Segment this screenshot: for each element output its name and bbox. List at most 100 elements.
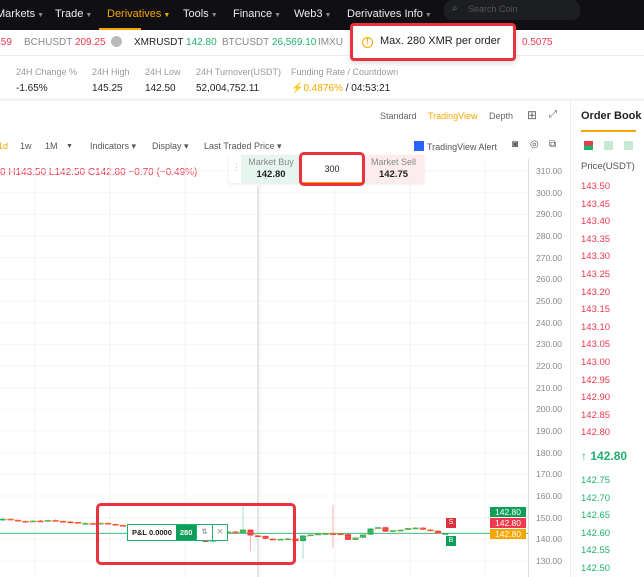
book-view-sell-icon[interactable] — [624, 141, 633, 150]
candle-body — [37, 520, 44, 523]
ticker-symbol: XMRUSDT — [134, 37, 184, 48]
top-nav: Markets ▼ Trade ▼ Derivatives ▼ Tools ▼ Fina… — [0, 0, 644, 30]
nav-derivatives-info[interactable]: Derivatives Info ▼ — [347, 8, 432, 20]
interval-1w[interactable]: 1w — [20, 141, 32, 151]
warning-icon: ! — [362, 37, 373, 48]
quantity-value: 300 — [324, 164, 340, 174]
market-stats: 24H Change % -1.65% 24H High 145.25 24H Lo… — [0, 60, 570, 98]
candle-body — [397, 529, 404, 532]
buy-price: 142.80 — [256, 169, 286, 180]
market-buy-button[interactable]: Market Buy 142.80 — [241, 155, 301, 183]
bid-row[interactable]: 142.55 — [581, 545, 611, 557]
ask-row[interactable]: 143.50 — [581, 181, 611, 192]
pnl-value: P&L 0.0000 — [132, 528, 172, 537]
bid-row[interactable]: 142.50 — [581, 563, 611, 574]
stat-funding-rate[interactable]: Funding Rate / Countdown ⚡0.4876% / 04:53… — [291, 67, 398, 94]
ask-row[interactable]: 143.10 — [581, 321, 611, 333]
ohlc-readout: 0 H143.50 L142.50 C142.80 −0.70 (−0.49%) — [0, 167, 198, 178]
fullscreen-icon[interactable]: ⧉ — [549, 139, 557, 150]
bid-row[interactable]: 142.60 — [581, 527, 611, 539]
stat-value: 145.25 — [92, 83, 123, 94]
interval-dropdown-icon[interactable]: ▼ — [66, 143, 73, 150]
position-line-label[interactable]: P&L 0.0000 280 ⇅ ✕ — [127, 524, 228, 541]
ask-row[interactable]: 143.45 — [581, 198, 611, 210]
sell-marker: S — [446, 518, 456, 528]
ticker-symbol[interactable]: IMXU — [318, 37, 343, 48]
expand-icon[interactable]: ⤢ — [549, 109, 557, 120]
caret-down-icon: ▼ — [37, 12, 45, 19]
active-underline — [581, 130, 636, 132]
settings-icon[interactable]: ◎ — [530, 139, 539, 150]
ask-row[interactable]: 142.85 — [581, 409, 611, 421]
price-axis[interactable]: 310.00 300.00 290.00 280.00 270.00 260.00 250.… — [528, 159, 568, 577]
book-view-buy-icon[interactable] — [604, 141, 613, 150]
ask-row[interactable]: 142.90 — [581, 392, 611, 404]
axis-label: 170.00 — [536, 469, 562, 480]
caret-down-icon: ▼ — [424, 12, 432, 19]
display-label: Display — [152, 141, 182, 151]
nav-label: Trade — [55, 8, 84, 20]
ask-row[interactable]: 143.05 — [581, 339, 611, 351]
candle-body — [90, 523, 96, 525]
buy-marker: B — [446, 536, 456, 546]
nav-web3[interactable]: Web3 ▼ — [294, 8, 331, 20]
buy-price-tag: 142.80 — [490, 507, 526, 517]
tab-standard[interactable]: Standard — [380, 111, 417, 121]
search-input[interactable]: ⌕ Search Coin — [444, 0, 580, 20]
interval-1d[interactable]: 1d — [0, 141, 9, 151]
last-price-tag: 142.80 — [490, 529, 526, 539]
stat-24h-turnover: 24H Turnover(USDT) 52,004,752.11 — [196, 67, 281, 94]
book-view-both-icon[interactable] — [584, 141, 593, 150]
buy-label: Market Buy — [248, 157, 294, 167]
bid-row[interactable]: 142.65 — [581, 510, 611, 522]
caret-down-icon: ▼ — [85, 12, 93, 19]
indicators-button[interactable]: Indicators ▾ — [90, 141, 137, 151]
nav-label: Markets — [0, 8, 36, 20]
market-sell-button[interactable]: Market Sell 142.75 — [363, 155, 424, 183]
ticker-price: 26,569.10 — [271, 37, 317, 48]
ask-row[interactable]: 143.20 — [581, 286, 611, 298]
tradingview-alert-button[interactable]: TradingView Alert — [414, 141, 497, 152]
close-position-icon[interactable]: ✕ — [211, 525, 227, 540]
tab-tradingview[interactable]: TradingView — [428, 111, 478, 121]
ask-row[interactable]: 142.80 — [581, 427, 611, 439]
price-type-dropdown[interactable]: Last Traded Price ▾ — [204, 141, 282, 151]
ticker-price[interactable]: .59 — [0, 37, 12, 48]
candle-body — [337, 533, 344, 536]
ticker-bchusdt[interactable]: BCHUSDT 209.25 — [24, 37, 106, 48]
order-book-title[interactable]: Order Book — [581, 110, 642, 122]
ask-row[interactable]: 143.00 — [581, 357, 611, 368]
axis-label: 310.00 — [536, 166, 562, 176]
ticker-price[interactable]: 0.5075 — [522, 37, 553, 48]
display-button[interactable]: Display ▾ — [152, 141, 189, 151]
interval-1m[interactable]: 1M — [45, 141, 58, 151]
drag-handle-icon[interactable]: ⋮ — [232, 162, 241, 172]
axis-label: 300.00 — [536, 187, 562, 198]
ask-row[interactable]: 143.30 — [581, 251, 611, 263]
quantity-input[interactable]: 300 — [301, 155, 363, 183]
ask-row[interactable]: 143.15 — [581, 304, 611, 316]
camera-icon[interactable]: ◙ — [512, 139, 519, 150]
layout-grid-icon[interactable]: ⊞ — [527, 108, 538, 122]
candle-body — [82, 523, 89, 525]
ticker-xmrusdt[interactable]: XMRUSDT 142.80 — [134, 37, 217, 48]
nav-trade[interactable]: Trade ▼ — [55, 8, 92, 20]
candlestick-chart[interactable] — [0, 101, 528, 577]
ask-row[interactable]: 143.25 — [581, 269, 611, 280]
bid-row[interactable]: 142.75 — [581, 475, 611, 486]
bid-row[interactable]: 142.70 — [581, 492, 611, 504]
nav-derivatives[interactable]: Derivatives ▼ — [107, 8, 170, 20]
axis-label: 220.00 — [536, 361, 562, 372]
ask-row[interactable]: 142.95 — [581, 374, 611, 386]
ticker-btcusdt[interactable]: BTCUSDT 26,569.10 — [222, 37, 316, 48]
nav-markets[interactable]: Markets ▼ — [0, 8, 44, 20]
nav-tools[interactable]: Tools ▼ — [183, 8, 218, 20]
nav-finance[interactable]: Finance ▼ — [233, 8, 281, 20]
ask-row[interactable]: 143.35 — [581, 233, 611, 245]
countdown: / 04:53:21 — [342, 83, 391, 94]
candle-body — [412, 527, 419, 530]
tab-depth[interactable]: Depth — [489, 111, 514, 121]
axis-label: 250.00 — [536, 296, 562, 307]
ask-row[interactable]: 143.40 — [581, 216, 611, 228]
reverse-icon[interactable]: ⇅ — [196, 525, 211, 540]
